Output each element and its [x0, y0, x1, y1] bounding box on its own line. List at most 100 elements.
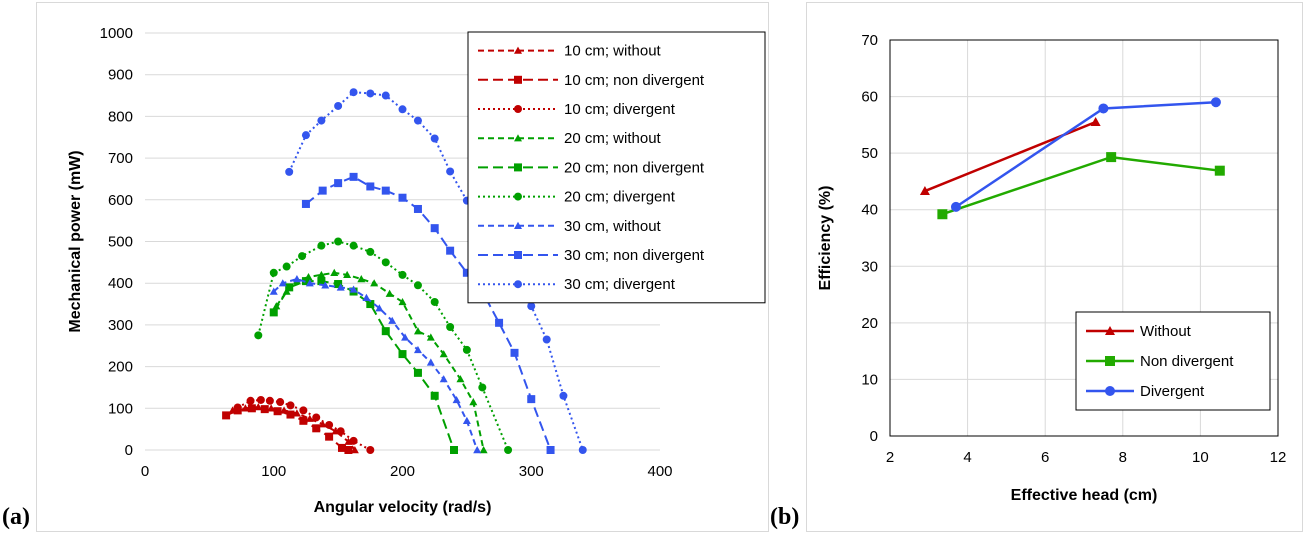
chart-b-legend: Without Non divergent Divergent	[1075, 311, 1271, 411]
chart-a-legend-swatch-marker	[514, 46, 522, 54]
chart-a-series-line	[273, 277, 479, 451]
chart-a-data-point	[337, 443, 346, 452]
chart-a-data-point	[301, 131, 310, 140]
chart-a-data-point	[439, 350, 448, 358]
chart-a-data-point	[430, 224, 439, 233]
chart-a-data-point	[317, 116, 326, 125]
chart-a-y-tick-label: 600	[108, 192, 133, 209]
chart-a-legend-label: 10 cm; divergent	[564, 101, 676, 118]
chart-a-data-point	[478, 383, 487, 392]
chart-a-legend-swatch-marker	[514, 163, 522, 172]
chart-a-y-tick-label: 0	[125, 442, 133, 459]
chart-a-data-point	[349, 436, 358, 445]
chart-a-data-point	[446, 167, 455, 176]
chart-a-legend-label: 30 cm, without	[564, 218, 662, 235]
chart-a-data-point	[256, 395, 265, 404]
chart-a-data-point	[317, 277, 326, 286]
chart-a-data-point	[305, 279, 314, 287]
chart-b-data-point	[1214, 165, 1225, 176]
chart-a-legend-swatch-marker	[514, 280, 522, 289]
chart-a-data-point	[452, 395, 461, 404]
chart-a-data-point	[349, 241, 358, 250]
chart-a-data-point	[349, 172, 358, 181]
chart-a-series-10-cm-divergent	[233, 395, 375, 454]
chart-a-data-point	[282, 262, 291, 271]
chart-a-legend-swatch-marker	[514, 251, 522, 259]
chart-a-data-point	[413, 116, 422, 125]
chart-b-x-tick-label: 4	[963, 449, 971, 466]
panel-label-a: (a)	[2, 504, 30, 530]
chart-a-data-point	[398, 297, 407, 306]
chart-a-data-point	[546, 446, 555, 454]
chart-b-plot-border	[889, 39, 1279, 437]
chart-a-data-point	[298, 252, 307, 261]
chart-b-chart: 0 10 20 30 40 50 60 70 2 4 6 8 10 12 Effective head (c…	[817, 32, 1286, 504]
chart-a-data-point	[269, 268, 278, 277]
chart-a-x-axis-title: Angular velocity (rad/s)	[314, 499, 492, 516]
chart-b-data-point	[1098, 103, 1109, 114]
chart-a-data-point	[301, 199, 310, 208]
chart-a-data-point	[334, 280, 343, 289]
chart-a-data-point	[280, 406, 289, 414]
chart-a-x-tick-label: 200	[390, 463, 415, 480]
chart-a-data-point	[381, 91, 390, 100]
chart-a-data-point	[426, 333, 435, 341]
chart-a-data-point	[413, 345, 422, 354]
chart-a-data-point	[388, 316, 397, 324]
chart-a-data-point	[312, 424, 321, 433]
chart-a-x-tick-label: 100	[261, 463, 286, 480]
chart-a-data-point	[385, 289, 394, 297]
chart-a-data-point	[334, 237, 343, 246]
chart-a-legend-swatch-marker	[514, 105, 522, 113]
chart-b-x-tick-label: 6	[1041, 449, 1049, 466]
chart-a-data-point	[366, 247, 375, 256]
chart-b-legend-label: Without	[1140, 323, 1192, 340]
chart-a-data-point	[349, 285, 358, 293]
chart-a-data-point	[265, 396, 274, 405]
chart-a-data-point	[446, 322, 455, 331]
chart-a-data-point	[325, 420, 334, 429]
chart-b-x-tick-label: 10	[1192, 449, 1209, 466]
chart-a-legend-label: 30 cm; non divergent	[564, 247, 705, 264]
chart-a-y-tick-label: 100	[108, 400, 133, 417]
chart-a-data-point	[462, 268, 471, 277]
chart-a-chart: 0 100 200 300 400 500 600 700 800 900 1000 0 100 200 3…	[67, 25, 766, 516]
chart-a-data-point	[285, 283, 294, 292]
chart-a-data-point	[247, 404, 256, 413]
chart-a-legend-label: 10 cm; non divergent	[564, 72, 705, 89]
chart-a-data-point	[276, 398, 285, 407]
chart-a-data-point	[299, 416, 308, 425]
chart-a-data-point	[430, 134, 439, 143]
chart-a-series-line	[237, 398, 371, 451]
chart-b-legend-label: Non divergent	[1140, 353, 1234, 370]
chart-b-y-tick-label: 0	[870, 428, 878, 445]
chart-a-data-point	[578, 446, 587, 454]
chart-a-data-point	[450, 446, 458, 454]
chart-a-data-point	[349, 88, 358, 97]
chart-a-data-point	[325, 432, 334, 441]
chart-a-data-point	[286, 401, 295, 410]
chart-b-y-tick-label: 40	[861, 202, 878, 219]
chart-a-data-point	[479, 446, 488, 454]
chart-a-y-tick-label: 200	[108, 359, 133, 376]
chart-a-data-point	[273, 407, 282, 416]
chart-a-y-tick-label: 700	[108, 150, 133, 167]
chart-a-data-point	[366, 89, 375, 98]
chart-a-data-point	[370, 279, 379, 287]
chart-a-data-point	[401, 333, 410, 341]
chart-b-y-tick-label: 30	[861, 258, 878, 275]
chart-a-series-30-cm-non-divergent	[301, 172, 555, 454]
chart-a-series-line	[275, 271, 485, 451]
chart-a-data-point	[246, 396, 255, 405]
chart-a-legend-label: 10 cm; without	[564, 43, 662, 60]
chart-a-data-point	[321, 281, 330, 289]
chart-a-data-point	[317, 270, 326, 279]
chart-a-data-point	[559, 391, 568, 400]
chart-a-data-point	[413, 368, 422, 377]
chart-a-data-point	[292, 409, 301, 417]
chart-a-data-point	[398, 270, 407, 279]
chart-a-data-point	[336, 283, 345, 291]
chart-a-data-point	[260, 405, 269, 414]
chart-a-data-point	[456, 375, 465, 383]
chart-a-data-point	[344, 446, 353, 454]
